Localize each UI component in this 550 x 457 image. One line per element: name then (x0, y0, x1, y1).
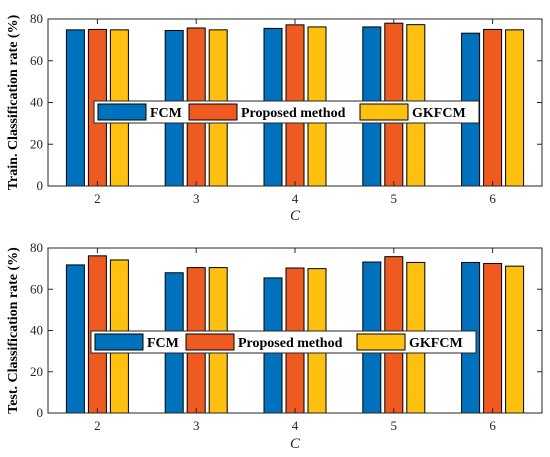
bar-gkfcm-c6 (505, 265, 525, 414)
legend-swatch-fcm (94, 333, 144, 351)
y-axis-label: Test. Classification rate (%) (6, 247, 21, 414)
x-tick-label: 2 (94, 418, 101, 433)
y-tick-label: 80 (30, 11, 43, 26)
x-tick-label: 6 (489, 191, 496, 206)
x-tick-label: 4 (292, 418, 299, 433)
x-tick-label: 2 (94, 191, 101, 206)
legend-swatch-proposed-method (188, 103, 238, 121)
legend-swatch-gkfcm (359, 103, 409, 121)
legend-label-proposed-method: Proposed method (241, 106, 346, 121)
y-tick-label: 20 (30, 364, 43, 379)
bar-proposed-method-c6 (483, 262, 503, 414)
bar-gkfcm-c6 (505, 29, 525, 187)
y-tick-label: 60 (30, 281, 43, 296)
y-tick-label: 60 (30, 53, 43, 68)
legend: FCM Proposed method GKFCM (93, 100, 480, 124)
x-tick-label: 3 (193, 191, 200, 206)
x-tick-label: 3 (193, 418, 200, 433)
x-tick-label: 5 (391, 191, 398, 206)
legend: FCM Proposed method GKFCM (90, 330, 477, 354)
x-axis-label: C (290, 208, 301, 224)
legend-label-gkfcm: GKFCM (412, 106, 466, 121)
y-tick-label: 40 (30, 323, 43, 338)
legend-swatch-proposed-method (185, 333, 235, 351)
legend-swatch-gkfcm (356, 333, 406, 351)
y-tick-label: 80 (30, 240, 43, 255)
train-chart: 0 20 40 60 80 2 3 4 5 6 C Train. Classification rat… (6, 11, 543, 224)
x-axis-label: C (290, 436, 301, 452)
bar-fcm-c2 (65, 29, 85, 187)
legend-label-gkfcm: GKFCM (409, 336, 463, 351)
legend-label-proposed-method: Proposed method (238, 336, 343, 351)
bar-proposed-method-c6 (483, 28, 503, 187)
x-tick-label: 6 (489, 418, 496, 433)
x-tick-label: 5 (391, 418, 398, 433)
y-axis-label: Train. Classification rate (%) (6, 14, 21, 190)
y-tick-label: 0 (37, 178, 44, 193)
y-tick-label: 40 (30, 95, 43, 110)
x-tick-label: 4 (292, 191, 299, 206)
bar-fcm-c2 (65, 264, 85, 414)
test-chart: 0 20 40 60 80 2 3 4 5 6 C Test. Classification rate… (6, 240, 543, 452)
y-tick-label: 0 (37, 405, 44, 420)
y-tick-label: 20 (30, 136, 43, 151)
legend-label-fcm: FCM (147, 336, 179, 351)
legend-label-fcm: FCM (150, 106, 182, 121)
legend-swatch-fcm (97, 103, 147, 121)
